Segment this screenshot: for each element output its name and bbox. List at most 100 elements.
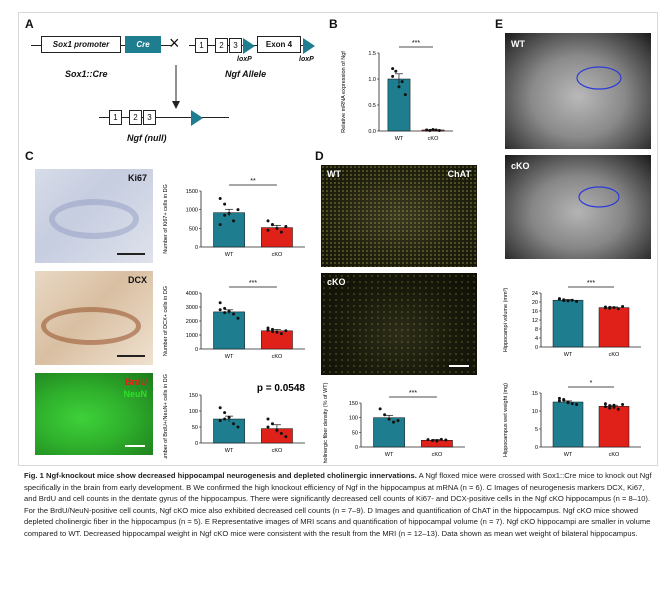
bar-cko [261, 227, 293, 248]
data-point [266, 425, 270, 429]
y-tick-label: 15 [532, 391, 538, 397]
x-tick-label: WT [225, 354, 234, 360]
mri-cko-image: cKO [505, 155, 651, 259]
data-point [266, 219, 270, 223]
y-tick-label: 0 [195, 347, 198, 353]
y-tick-label: 12 [532, 318, 538, 324]
data-point [400, 80, 404, 84]
x-tick-label: cKO [432, 452, 443, 458]
y-tick-label: 0.0 [368, 129, 376, 135]
loxp-right-triangle [303, 38, 315, 54]
y-tick-label: 4 [535, 336, 538, 342]
data-point [266, 228, 270, 232]
data-point [218, 196, 222, 200]
data-point [425, 128, 429, 132]
y-tick-label: 24 [532, 291, 538, 297]
x-tick-label: cKO [272, 252, 283, 258]
y-axis-label: Number of DCX+ cells in DG [163, 286, 169, 356]
data-point [275, 226, 279, 230]
data-point [437, 128, 441, 132]
data-point [428, 128, 432, 132]
null-loxp-triangle [191, 110, 203, 126]
y-tick-label: 1.0 [368, 77, 376, 83]
null-exon2-box: 2 [129, 110, 142, 125]
exon4-box: Exon 4 [257, 36, 301, 53]
data-point [218, 419, 222, 423]
data-point [232, 219, 236, 223]
data-point [275, 330, 279, 334]
caption-fig-label: Fig. 1 [24, 471, 44, 480]
data-point [439, 437, 443, 441]
figure-frame: A B C D E Sox1 promoter Cre Sox1::Cre × … [18, 12, 658, 466]
data-point [557, 399, 561, 403]
y-tick-label: 50 [352, 430, 358, 436]
data-point [391, 67, 395, 71]
data-point [608, 406, 612, 410]
y-tick-label: 3000 [186, 305, 198, 311]
chart-e-volume: Hippocampi volume (mm³) 0 4 8 12 16 20 24 WT cKO *… [503, 280, 641, 358]
significance-label: * [590, 380, 593, 387]
e-wt-label: WT [511, 39, 525, 49]
x-tick-label: cKO [272, 354, 283, 360]
data-point [218, 223, 222, 227]
data-point [575, 403, 579, 407]
significance-label: *** [587, 280, 595, 287]
data-point [396, 419, 400, 423]
data-point [223, 306, 227, 310]
exon3-box: 3 [229, 38, 242, 53]
neun-label: NeuN [123, 389, 147, 399]
data-point [236, 425, 240, 429]
down-arrow-icon [172, 65, 180, 109]
panel-label-e: E [495, 17, 504, 31]
data-point [566, 401, 570, 405]
null-exon1-box: 1 [109, 110, 122, 125]
y-tick-label: 2000 [186, 319, 198, 325]
data-point [603, 402, 607, 406]
data-point [575, 300, 579, 304]
data-point [430, 439, 434, 443]
y-axis-label: Number of Ki67+ cells in DG [163, 184, 169, 254]
y-tick-label: 150 [349, 401, 358, 407]
data-point [266, 328, 270, 332]
scale-bar [117, 355, 145, 357]
data-point [223, 311, 227, 315]
data-point [397, 85, 401, 89]
data-point [562, 397, 566, 401]
y-tick-label: 0 [535, 345, 538, 351]
data-point [391, 74, 395, 78]
d-cko-micrograph: cKO [321, 273, 477, 375]
cross-symbol: × [169, 33, 180, 53]
data-point [284, 224, 288, 228]
y-tick-label: 0 [195, 441, 198, 447]
e-cko-label: cKO [511, 161, 530, 171]
hippocampus-outline [576, 66, 622, 90]
data-point [232, 422, 236, 426]
data-point [236, 316, 240, 320]
scale-bar [117, 253, 145, 255]
bar-cko [598, 307, 630, 348]
significance-label: ** [250, 178, 256, 185]
y-axis-label: Cholinergic fiber density (% of WT) [323, 382, 329, 463]
data-point [232, 312, 236, 316]
d-cko-label: cKO [327, 277, 346, 287]
data-point [557, 297, 561, 301]
d-chat-label: ChAT [447, 169, 471, 179]
chart-c-dcx: Number of DCX+ cells in DG 0 1000 2000 3000 4… [163, 280, 305, 360]
panel-label-b: B [329, 17, 338, 31]
data-point [435, 439, 439, 443]
data-point [279, 230, 283, 234]
data-point [223, 213, 227, 217]
caption-title: Ngf-knockout mice show decreased hippoca… [45, 471, 417, 480]
bar-wt [552, 299, 584, 348]
data-point [236, 208, 240, 212]
chart-b-ngf-mrna: Relative mRNA expression of Ngf 0.0 0.5 1.0… [341, 40, 453, 142]
panel-label-c: C [25, 149, 34, 163]
bar-wt [552, 401, 584, 448]
data-point [279, 332, 283, 336]
y-tick-label: 100 [349, 416, 358, 422]
data-point [270, 223, 274, 227]
x-tick-label: WT [225, 252, 234, 258]
data-point [392, 420, 396, 424]
data-point [266, 417, 270, 421]
scale-bar [125, 445, 145, 447]
